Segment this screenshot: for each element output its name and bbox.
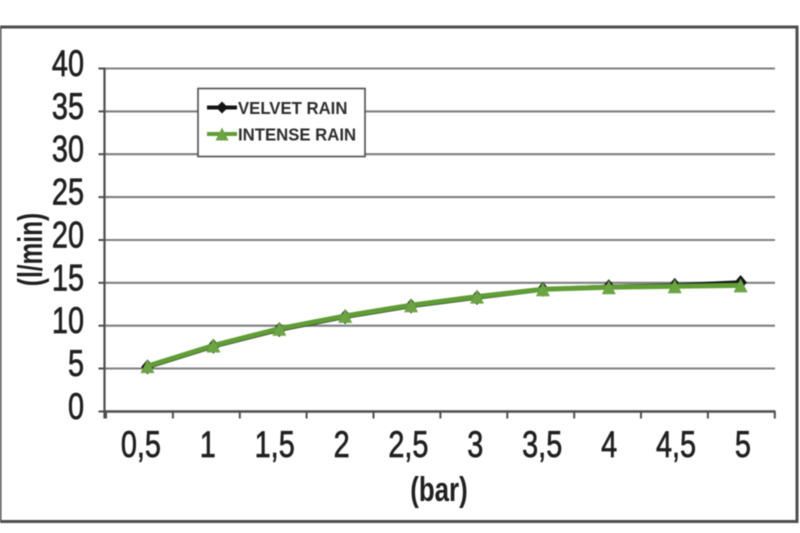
svg-text:25: 25: [52, 172, 84, 213]
svg-text:1: 1: [200, 425, 216, 466]
svg-text:VELVET RAIN: VELVET RAIN: [238, 97, 347, 118]
svg-text:30: 30: [52, 129, 84, 170]
svg-text:20: 20: [52, 215, 84, 256]
svg-text:15: 15: [52, 258, 84, 299]
svg-text:4: 4: [601, 425, 617, 466]
svg-text:0: 0: [68, 387, 84, 428]
svg-text:5: 5: [68, 344, 84, 385]
svg-text:0,5: 0,5: [121, 425, 161, 466]
svg-text:3,5: 3,5: [522, 425, 562, 466]
svg-text:5: 5: [735, 425, 751, 466]
svg-text:2,5: 2,5: [388, 425, 428, 466]
svg-text:1,5: 1,5: [255, 425, 295, 466]
svg-text:2: 2: [334, 425, 350, 466]
svg-text:10: 10: [52, 301, 84, 342]
svg-text:(bar): (bar): [410, 472, 467, 509]
svg-text:(l/min): (l/min): [12, 213, 50, 286]
svg-text:INTENSE RAIN: INTENSE RAIN: [238, 124, 356, 145]
svg-text:40: 40: [52, 44, 84, 85]
svg-text:3: 3: [467, 425, 483, 466]
svg-text:4,5: 4,5: [656, 425, 696, 466]
svg-text:35: 35: [52, 87, 84, 128]
